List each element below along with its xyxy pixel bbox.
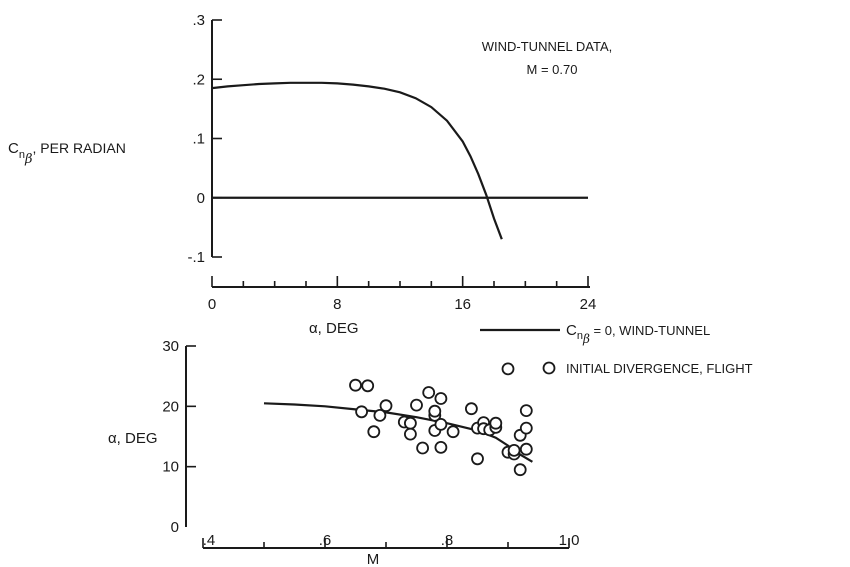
- bottom-y-axis-label: α, DEG: [108, 430, 158, 447]
- top-x-tick-label: 24: [580, 296, 597, 313]
- top-x-ticks: 0 8 16 24: [208, 276, 597, 313]
- legend-line-symbol: C: [566, 322, 577, 339]
- bottom-x-tick-label: 1.0: [559, 532, 580, 549]
- annotation-line-2: M = 0.70: [527, 62, 578, 77]
- bottom-series: [263, 362, 533, 477]
- flight-divergence-point: [434, 417, 448, 431]
- bottom-x-ticks: .4 .6 .8 1.0: [202, 532, 580, 549]
- flight-divergence-point: [410, 398, 423, 412]
- legend: Cnβ = 0, WIND-TUNNEL INITIAL DIVERGENCE,…: [480, 322, 753, 376]
- top-ylabel-subscript: n: [19, 149, 25, 161]
- top-y-tick-label: 0: [197, 190, 205, 207]
- bottom-x-tick-label: .6: [319, 532, 332, 549]
- top-x-tick-label: 0: [208, 296, 216, 313]
- top-x-axis-label: α, DEG: [309, 320, 359, 337]
- top-ylabel-symbol: C: [8, 140, 19, 157]
- flight-divergence-point: [403, 416, 417, 430]
- bottom-x-axis-label: M: [367, 551, 380, 567]
- top-y-tick-label: .3: [192, 12, 205, 29]
- flight-divergence-point: [507, 443, 521, 457]
- cn-beta-curve: [211, 81, 503, 240]
- flight-divergence-point: [361, 379, 375, 393]
- flight-divergence-point: [471, 452, 484, 466]
- legend-line-rest: = 0, WIND-TUNNEL: [590, 323, 710, 338]
- top-y-ticks: -.1 0 .1 .2 .3: [187, 12, 222, 266]
- flight-divergence-point: [422, 386, 436, 399]
- top-x-tick-label: 16: [454, 296, 471, 313]
- flight-divergence-point: [446, 425, 460, 439]
- flight-divergence-point: [355, 405, 369, 419]
- flight-divergence-point: [367, 425, 381, 439]
- top-series: [211, 81, 588, 240]
- bottom-y-ticks: 0 10 20 30: [162, 338, 196, 536]
- flight-divergence-point: [416, 441, 430, 455]
- flight-divergence-point: [501, 362, 515, 376]
- legend-line-subsub: β: [582, 332, 590, 346]
- legend-marker-swatch: [542, 361, 556, 375]
- annotation-line-1: WIND-TUNNEL DATA,: [482, 39, 612, 54]
- top-y-tick-label: .2: [192, 71, 205, 88]
- bottom-y-tick-label: 30: [162, 338, 179, 355]
- bottom-y-tick-label: 10: [162, 459, 179, 476]
- flight-divergence-point: [434, 440, 448, 454]
- flight-divergence-point: [379, 399, 393, 413]
- flight-divergence-point: [403, 427, 417, 441]
- bottom-x-tick-label: .4: [203, 532, 216, 549]
- top-y-tick-label: -.1: [187, 249, 205, 266]
- flight-divergence-point: [373, 408, 387, 422]
- top-chart: -.1 0 .1 .2 .3 0 8 16 24 WIND-TUNNEL DATA, M = …: [8, 12, 612, 337]
- legend-line-subscript: n: [577, 330, 583, 342]
- flight-divergence-point: [349, 378, 362, 392]
- flight-divergence-point: [464, 402, 478, 416]
- legend-marker-label: INITIAL DIVERGENCE, FLIGHT: [566, 361, 753, 376]
- top-y-tick-label: .1: [192, 131, 205, 148]
- flight-divergence-point: [434, 392, 448, 405]
- flight-divergence-point: [428, 404, 442, 418]
- flight-divergence-point: [489, 416, 503, 430]
- bottom-x-tick-label: .8: [441, 532, 454, 549]
- bottom-y-tick-label: 0: [171, 519, 179, 536]
- flight-divergence-point: [519, 404, 533, 418]
- top-x-tick-label: 8: [333, 296, 341, 313]
- top-ylabel-subsub: β: [24, 152, 33, 167]
- flight-divergence-point: [513, 463, 527, 477]
- legend-line-label: Cnβ = 0, WIND-TUNNEL: [566, 322, 710, 346]
- flight-divergence-point: [519, 421, 533, 435]
- flight-divergence-point: [519, 442, 533, 456]
- bottom-chart: 0 10 20 30 .4 .6 .8 1.0 α, DEG M: [108, 338, 579, 567]
- top-ylabel-rest: , PER RADIAN: [32, 140, 125, 156]
- top-y-axis-label: Cnβ, PER RADIAN: [8, 140, 126, 167]
- bottom-y-tick-label: 20: [162, 398, 179, 415]
